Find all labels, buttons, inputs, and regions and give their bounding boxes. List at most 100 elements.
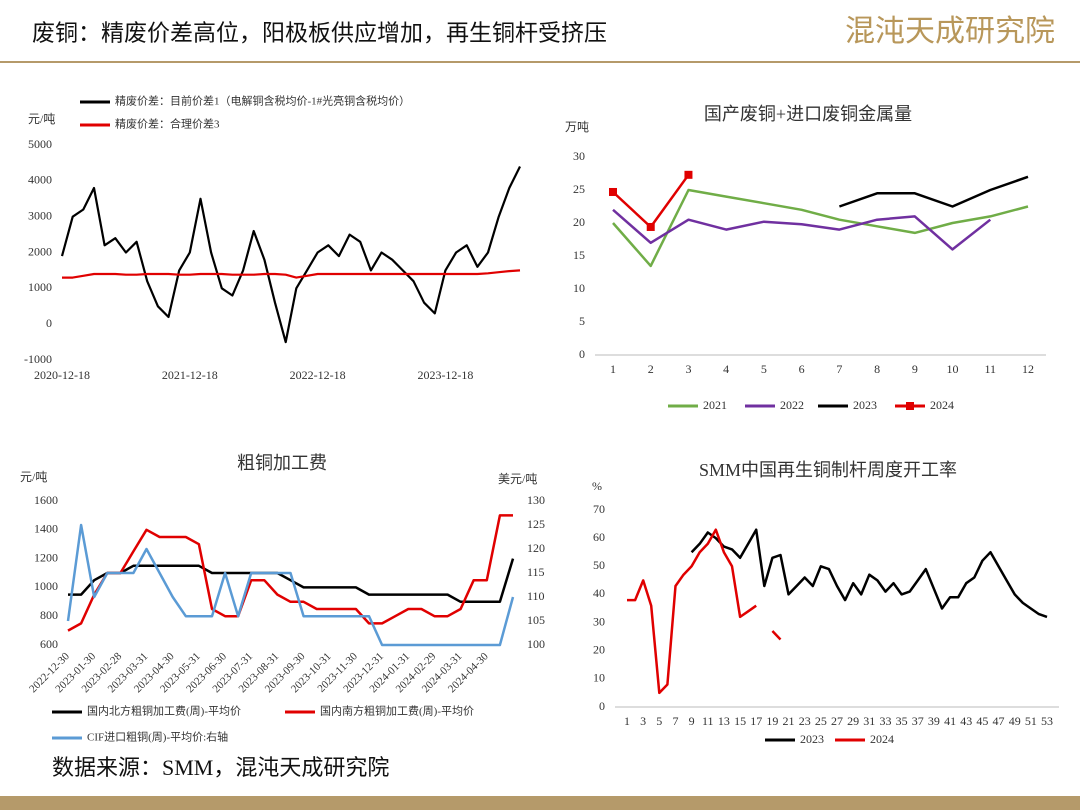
legend-label: 2022 — [780, 398, 804, 412]
header-rule — [0, 61, 1080, 63]
legend-marker — [906, 402, 914, 410]
y-tick-label: 40 — [593, 586, 605, 600]
x-tick-label: 8 — [874, 362, 880, 376]
series-line — [612, 208, 992, 251]
y-tick-label: 1200 — [34, 550, 58, 564]
legend-label: 精废价差：合理价差3 — [115, 117, 220, 131]
y-axis-unit: % — [592, 479, 602, 493]
legend-label: 国内北方粗铜加工费(周)-平均价 — [87, 704, 241, 718]
legend-label: 2023 — [800, 732, 824, 746]
x-tick-label: 10 — [947, 362, 959, 376]
y-tick-label: 800 — [40, 608, 58, 622]
x-tick-label: 21 — [783, 714, 795, 728]
y-tick-label: 3000 — [28, 208, 52, 222]
x-tick-label: 47 — [993, 714, 1005, 728]
x-tick-label: 27 — [831, 714, 843, 728]
legend-label: 2023 — [853, 398, 877, 412]
x-tick-label: 9 — [689, 714, 695, 728]
x-tick-label: 7 — [836, 362, 842, 376]
x-tick-label: 13 — [718, 714, 730, 728]
legend-label: 精废价差：目前价差1（电解铜含税均价-1#光亮铜含税均价） — [115, 94, 410, 108]
y2-tick-label: 100 — [527, 637, 545, 651]
series-line — [690, 528, 1048, 619]
y-tick-label: 1000 — [28, 280, 52, 294]
y-tick-label: 1400 — [34, 522, 58, 536]
series-marker — [646, 222, 655, 231]
y-tick-label: 10 — [573, 281, 585, 295]
y-tick-label: 50 — [593, 558, 605, 572]
header-title: 废铜：精废价差高位，阳极板供应增加，再生铜杆受挤压 — [32, 20, 607, 45]
x-tick-label: 1 — [610, 362, 616, 376]
legend-label: 2021 — [703, 398, 727, 412]
y-tick-label: 1000 — [34, 579, 58, 593]
series-line — [62, 269, 521, 279]
x-tick-label: 5 — [656, 714, 662, 728]
y-axis-unit: 元/吨 — [28, 112, 55, 126]
series-line — [67, 514, 513, 632]
y-axis-unit: 元/吨 — [20, 470, 47, 484]
y-tick-label: 20 — [593, 642, 605, 656]
y2-axis-unit: 美元/吨 — [498, 472, 537, 486]
series-line — [627, 528, 782, 695]
x-tick-label: 45 — [976, 714, 988, 728]
y-tick-label: 600 — [40, 637, 58, 651]
x-tick-label: 29 — [847, 714, 859, 728]
x-tick-label: 35 — [896, 714, 908, 728]
y2-tick-label: 120 — [527, 541, 545, 555]
footer-bar — [0, 796, 1080, 810]
x-tick-label: 23 — [799, 714, 811, 728]
y-tick-label: 15 — [573, 248, 585, 262]
x-tick-label: 2023-12-18 — [417, 368, 473, 382]
legend-label: 2024 — [930, 398, 954, 412]
y-tick-label: 25 — [573, 182, 585, 196]
y-tick-label: 0 — [579, 347, 585, 361]
series-line — [66, 523, 515, 647]
source: 数据来源：SMM，混沌天成研究院 — [52, 755, 389, 780]
x-tick-label: 43 — [960, 714, 972, 728]
y-tick-label: 20 — [573, 215, 585, 229]
logo: 混沌天成研究院 — [845, 15, 1055, 48]
y2-tick-label: 125 — [527, 517, 545, 531]
x-tick-label: 49 — [1009, 714, 1021, 728]
y-tick-label: 30 — [573, 149, 585, 163]
x-tick-label: 5 — [761, 362, 767, 376]
legend-label: 2024 — [870, 732, 894, 746]
x-tick-label: 7 — [672, 714, 678, 728]
series-marker — [609, 187, 617, 196]
y2-tick-label: 115 — [527, 565, 545, 579]
x-tick-label: 2020-12-18 — [34, 368, 90, 382]
legend-label: CIF进口粗铜(周)-平均价:右轴 — [87, 730, 228, 744]
x-tick-label: 2 — [648, 362, 654, 376]
x-tick-label: 2022-12-18 — [290, 368, 346, 382]
chart-title: SMM中国再生铜制杆周度开工率 — [699, 460, 957, 480]
x-tick-label: 3 — [685, 362, 691, 376]
x-tick-label: 6 — [799, 362, 805, 376]
x-tick-label: 11 — [984, 362, 996, 376]
y2-tick-label: 110 — [527, 589, 545, 603]
x-tick-label: 12 — [1022, 362, 1034, 376]
x-tick-label: 39 — [928, 714, 940, 728]
y-tick-label: 0 — [599, 699, 605, 713]
y-axis-unit: 万吨 — [565, 120, 589, 134]
y-tick-label: 2000 — [28, 244, 52, 258]
x-tick-label: 9 — [912, 362, 918, 376]
x-tick-label: 25 — [815, 714, 827, 728]
x-tick-label: 31 — [863, 714, 875, 728]
x-tick-label: 51 — [1025, 714, 1037, 728]
y-tick-label: 70 — [593, 502, 605, 516]
y2-tick-label: 130 — [527, 493, 545, 507]
y-tick-label: -1000 — [24, 352, 52, 366]
series-line — [60, 166, 521, 344]
y-tick-label: 60 — [593, 530, 605, 544]
x-tick-label: 17 — [750, 714, 762, 728]
series-line — [68, 558, 515, 604]
x-tick-label: 33 — [879, 714, 891, 728]
y-tick-label: 0 — [46, 316, 52, 330]
series-line — [612, 188, 1029, 268]
y-tick-label: 1600 — [34, 493, 58, 507]
y2-tick-label: 105 — [527, 613, 545, 627]
x-tick-label: 37 — [912, 714, 924, 728]
y-tick-label: 30 — [593, 614, 605, 628]
x-tick-label: 4 — [723, 362, 729, 376]
